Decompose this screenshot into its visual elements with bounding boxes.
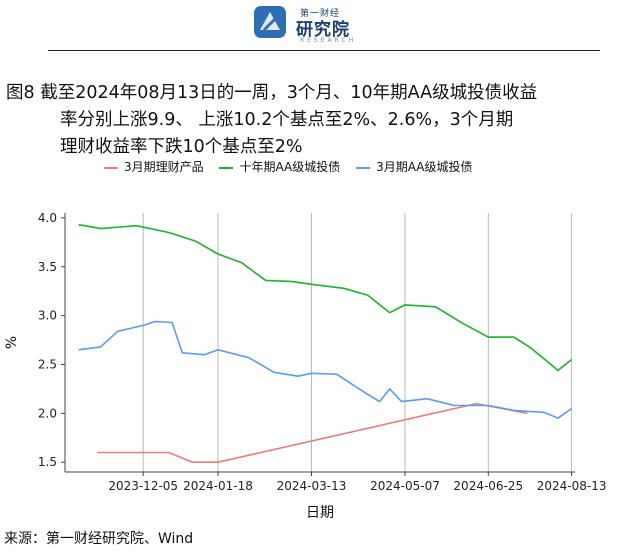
x-tick-label: 2023-12-05 bbox=[108, 479, 178, 493]
y-tick-label: 2.5 bbox=[38, 357, 57, 371]
legend-swatch-10y bbox=[219, 166, 234, 169]
figure-title-line-2: 率分别上涨9.9、 上涨10.2个基点至2%、2.6%，3个月期 bbox=[60, 110, 514, 130]
legend-swatch-3m bbox=[356, 166, 371, 169]
brand-small-text: 第一财经 bbox=[300, 9, 341, 19]
x-tick-label: 2024-05-07 bbox=[370, 479, 440, 493]
series-line-0 bbox=[97, 402, 528, 463]
series-line-1 bbox=[78, 223, 573, 372]
series-line-2 bbox=[78, 320, 573, 419]
y-tick-label: 2.0 bbox=[38, 406, 57, 420]
legend-label-wealth: 3月期理财产品 bbox=[124, 160, 204, 174]
y-axis-title: % bbox=[4, 336, 20, 349]
legend-label-10y: 十年期AA级城投债 bbox=[239, 160, 341, 174]
chart-legend: 3月期理财产品 十年期AA级城投债 3月期AA级城投债 bbox=[104, 158, 484, 175]
brand-logo-icon bbox=[254, 6, 286, 38]
brand-english-text: RESEARCH bbox=[300, 37, 357, 44]
figure-title: 图8 截至2024年08月13日的一周，3个月、10年期AA级城投债收益 率分别… bbox=[6, 80, 626, 161]
x-tick-label: 2024-01-18 bbox=[183, 479, 253, 493]
brand-main-text: 研究院 bbox=[296, 20, 350, 40]
y-tick-label: 3.0 bbox=[38, 309, 57, 323]
y-tick-label: 1.5 bbox=[38, 455, 57, 469]
source-note: 来源：第一财经研究院、Wind bbox=[4, 531, 194, 547]
figure-title-line-1: 图8 截至2024年08月13日的一周，3个月、10年期AA级城投债收益 bbox=[6, 83, 538, 103]
header-divider bbox=[48, 50, 600, 51]
x-tick-label: 2024-03-13 bbox=[277, 479, 347, 493]
x-tick-label: 2024-08-13 bbox=[537, 479, 607, 493]
y-tick-label: 4.0 bbox=[38, 211, 57, 225]
legend-item-10y: 十年期AA级城投债 bbox=[219, 158, 340, 175]
line-chart: 2023-12-05 2024-01-18 2024-03-13 2024-05-07… bbox=[4, 211, 607, 521]
legend-item-wealth: 3月期理财产品 bbox=[104, 158, 204, 175]
report-header: 第一财经 研究院 RESEARCH bbox=[0, 0, 640, 52]
x-axis-title: 日期 bbox=[306, 505, 334, 521]
legend-item-3m: 3月期AA级城投债 bbox=[356, 158, 472, 175]
legend-swatch-wealth bbox=[104, 166, 118, 169]
x-tick-label: 2024-06-25 bbox=[453, 479, 523, 493]
y-tick-label: 3.5 bbox=[38, 260, 57, 274]
figure-title-line-3: 理财收益率下跌10个基点至2% bbox=[60, 137, 303, 157]
legend-label-3m: 3月期AA级城投债 bbox=[376, 160, 473, 174]
